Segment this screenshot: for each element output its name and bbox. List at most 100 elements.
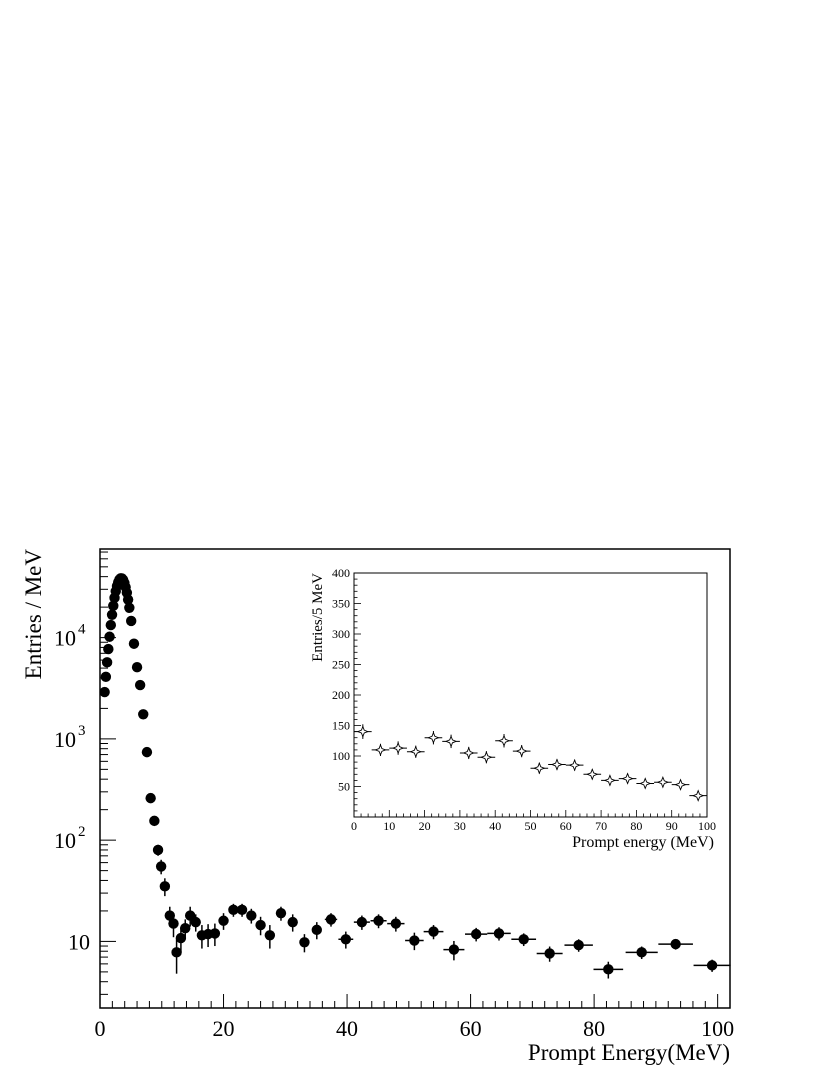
inset-x-tick-label: 100 [698, 819, 716, 833]
main-x-tick-label: 100 [701, 1016, 734, 1041]
inset-data-point [691, 789, 705, 802]
main-data-point [171, 947, 182, 958]
main-data-point [264, 930, 276, 941]
inset-data-point [391, 741, 405, 755]
main-x-tick-label: 40 [336, 1016, 358, 1041]
inset-y-tick-label: 200 [332, 688, 350, 702]
main-y-tick-exponent: 4 [78, 622, 86, 638]
inset-x-tick-label: 0 [351, 819, 357, 833]
main-data-point [706, 960, 718, 971]
main-x-tick-label: 0 [95, 1016, 106, 1041]
inset-chart: 0 10 20 30 40 50 60 70 80 90 100 50 100 150 200 250 300 3… [310, 566, 716, 851]
inset-axis-ticks [353, 572, 708, 818]
inset-y-tick-label: 100 [332, 749, 350, 763]
inset-x-tick-label: 90 [666, 819, 678, 833]
inset-data-point [656, 776, 670, 789]
main-data-point [122, 594, 134, 605]
main-data-point [573, 939, 584, 951]
main-data-point [152, 844, 164, 856]
main-data-point [141, 746, 153, 758]
inset-data-point [533, 761, 546, 775]
main-x-tick-label: 60 [460, 1016, 482, 1041]
main-data-point [236, 904, 248, 916]
main-data-point [470, 928, 482, 940]
main-data-point [325, 914, 337, 925]
inset-data-point [638, 777, 652, 790]
main-data-point [104, 631, 115, 642]
inset-y-axis-label: Entries/5 MeV [310, 573, 326, 662]
main-y-tick-label: 10 [54, 828, 76, 853]
main-data-point [168, 918, 179, 929]
inset-data-point [515, 744, 528, 758]
inset-data-point [550, 758, 564, 771]
inset-y-tick-label: 350 [332, 597, 350, 611]
inset-x-tick-label: 30 [454, 819, 466, 833]
main-plot-frame [99, 548, 731, 1009]
main-data-point [138, 709, 149, 720]
inset-data-point [480, 750, 493, 764]
main-data-point [218, 915, 229, 926]
main-data-point [448, 944, 460, 955]
inset-data-point [356, 725, 370, 738]
main-data-point [275, 907, 287, 919]
main-data-point [670, 938, 681, 950]
main-data-point [105, 619, 117, 631]
main-data-point [603, 964, 614, 975]
main-data-point [108, 600, 119, 612]
main-data-point [518, 934, 529, 945]
inset-data-point [497, 734, 511, 747]
main-data-point [228, 904, 239, 916]
main-data-point [149, 815, 160, 827]
inset-x-tick-label: 60 [560, 819, 572, 833]
main-axis-ticks [99, 551, 719, 1008]
inset-data-point [409, 745, 422, 758]
inset-data-point [586, 768, 599, 781]
inset-x-tick-label: 10 [383, 819, 395, 833]
main-data-point [100, 671, 112, 683]
main-y-tick-label: 10 [54, 626, 76, 651]
main-data-point [190, 916, 201, 928]
main-data-point [299, 937, 310, 948]
main-data-point [103, 643, 114, 655]
main-data-point [155, 861, 167, 872]
main-data-point [311, 924, 322, 936]
main-data-point [544, 948, 555, 959]
main-y-tick-label: 10 [54, 727, 76, 752]
main-data-point [340, 934, 352, 945]
main-data-point [175, 932, 187, 944]
main-x-tick-label: 80 [583, 1016, 605, 1041]
inset-data-point [427, 731, 440, 744]
main-data-point [255, 919, 266, 931]
main-data-point [493, 928, 505, 939]
main-data-point [145, 792, 156, 804]
main-data-point [246, 910, 257, 921]
main-data-point [134, 679, 146, 691]
main-data-point [124, 602, 135, 613]
main-y-tick-label: 10 [68, 929, 90, 954]
main-y-tick-exponent: 3 [78, 723, 86, 739]
main-data-point [99, 686, 110, 698]
inset-y-tick-label: 150 [332, 719, 350, 733]
inset-data-point [603, 774, 617, 787]
main-x-tick-label: 20 [213, 1016, 235, 1041]
inset-plot-frame [353, 572, 708, 818]
inset-tick-labels: 0 10 20 30 40 50 60 70 80 90 100 50 100 150 200 250 300 3… [332, 566, 716, 833]
main-data-point [373, 915, 384, 926]
inset-x-tick-label: 20 [419, 819, 431, 833]
inset-x-tick-label: 40 [489, 819, 501, 833]
inset-data-point [462, 746, 475, 760]
main-data-point [287, 916, 298, 928]
inset-x-tick-label: 80 [630, 819, 642, 833]
main-data-point [356, 916, 368, 928]
main-data-point [390, 918, 402, 929]
main-y-axis-label: Entries / MeV [21, 549, 46, 680]
inset-y-tick-label: 250 [332, 658, 350, 672]
main-data-point [159, 881, 171, 892]
inset-x-tick-label: 50 [525, 819, 537, 833]
inset-y-tick-label: 400 [332, 566, 350, 580]
main-data-point [106, 609, 118, 620]
inset-x-tick-label: 70 [595, 819, 607, 833]
